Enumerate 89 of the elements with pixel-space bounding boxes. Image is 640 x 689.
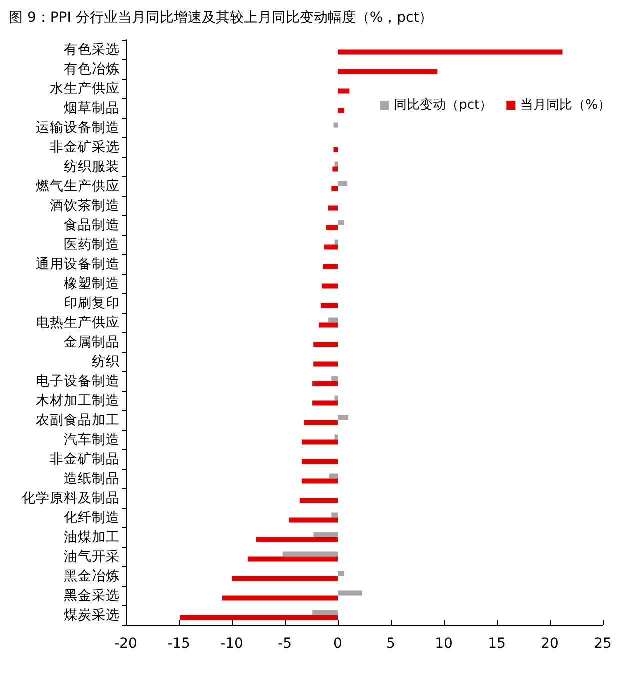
y-tick-label: 燃气生产供应 bbox=[36, 178, 120, 194]
bar bbox=[334, 147, 338, 152]
y-tick-label: 电子设备制造 bbox=[36, 373, 120, 390]
y-tick-label: 食品制造 bbox=[64, 217, 120, 234]
bar bbox=[338, 69, 438, 74]
bar bbox=[321, 303, 338, 308]
bar bbox=[312, 381, 338, 386]
bar bbox=[222, 596, 338, 601]
bar bbox=[328, 318, 338, 323]
x-tick-label: 0 bbox=[334, 636, 342, 652]
y-tick-label: 油煤加工 bbox=[64, 529, 120, 546]
y-tick-label: 化学原料及制品 bbox=[22, 490, 120, 506]
x-tick-label: -10 bbox=[220, 636, 244, 652]
bar bbox=[338, 220, 344, 226]
bar bbox=[330, 474, 338, 479]
bar bbox=[304, 420, 338, 426]
bar bbox=[318, 322, 338, 328]
y-tick-label: 有色冶炼 bbox=[64, 61, 120, 78]
y-tick-label: 金属制品 bbox=[64, 334, 120, 350]
bar bbox=[314, 342, 338, 348]
y-tick-label: 通用设备制造 bbox=[36, 256, 120, 272]
bar bbox=[289, 518, 338, 523]
bar bbox=[332, 186, 338, 192]
y-tick-label: 农副食品加工 bbox=[36, 412, 120, 428]
bar bbox=[323, 264, 338, 270]
bar bbox=[180, 615, 338, 620]
bar bbox=[334, 122, 338, 128]
bar bbox=[312, 400, 338, 406]
x-tick-label: -20 bbox=[114, 636, 138, 652]
y-tick-label: 造纸制品 bbox=[64, 470, 120, 487]
bar bbox=[300, 498, 338, 504]
bar bbox=[314, 532, 338, 538]
bar bbox=[338, 415, 349, 420]
bar bbox=[322, 284, 338, 289]
bar bbox=[338, 108, 344, 114]
y-tick-label: 汽车制造 bbox=[64, 432, 120, 448]
y-tick-label: 水生产供应 bbox=[50, 80, 120, 97]
y-tick-label: 医药制造 bbox=[64, 236, 120, 253]
y-tick-label: 运输设备制造 bbox=[36, 120, 120, 136]
legend-label: 同比变动（pct） bbox=[394, 98, 493, 113]
y-tick-label: 纺织服装 bbox=[64, 158, 120, 175]
chart-title: 图 9：PPI 分行业当月同比增速及其较上月同比变动幅度（%，pct） bbox=[9, 10, 434, 26]
x-tick-label: 15 bbox=[488, 636, 506, 652]
bar bbox=[334, 162, 338, 167]
bar bbox=[332, 512, 338, 518]
y-tick-label: 印刷复印 bbox=[64, 295, 120, 312]
bar bbox=[334, 434, 338, 440]
x-tick-label: 10 bbox=[435, 636, 453, 652]
y-tick-label: 纺织 bbox=[92, 354, 120, 370]
bar bbox=[334, 396, 338, 401]
bar bbox=[338, 50, 563, 55]
bar bbox=[302, 440, 338, 445]
bar bbox=[332, 166, 338, 172]
x-tick-label: -5 bbox=[278, 636, 292, 652]
bar bbox=[338, 181, 348, 186]
bar bbox=[334, 240, 338, 245]
bar bbox=[338, 571, 344, 576]
x-tick-label: 25 bbox=[594, 636, 612, 652]
y-tick-label: 有色采选 bbox=[64, 42, 120, 58]
bar bbox=[302, 459, 338, 464]
x-tick-label: -15 bbox=[168, 636, 190, 652]
bar bbox=[328, 206, 338, 211]
bar bbox=[248, 556, 338, 562]
y-tick-label: 化纤制造 bbox=[64, 510, 120, 526]
y-tick-label: 黑金冶炼 bbox=[64, 568, 120, 584]
y-tick-label: 木材加工制造 bbox=[36, 392, 120, 409]
bar bbox=[338, 590, 362, 596]
y-tick-label: 油气开采 bbox=[64, 548, 120, 565]
y-tick-label: 非金矿采选 bbox=[50, 139, 120, 156]
x-tick-label: 5 bbox=[386, 636, 396, 652]
y-tick-label: 烟草制品 bbox=[64, 100, 120, 116]
y-tick-label: 酒饮茶制造 bbox=[50, 198, 120, 214]
y-tick-label: 橡塑制造 bbox=[64, 276, 120, 292]
y-tick-label: 非金矿制品 bbox=[50, 451, 120, 468]
bar bbox=[302, 478, 338, 484]
y-tick-label: 电热生产供应 bbox=[36, 314, 120, 331]
x-tick-label: 20 bbox=[541, 636, 559, 652]
bar bbox=[256, 537, 338, 542]
bar bbox=[338, 88, 350, 94]
y-tick-label: 黑金采选 bbox=[64, 588, 120, 604]
bar bbox=[312, 610, 338, 616]
bar bbox=[324, 244, 338, 250]
bar bbox=[282, 552, 338, 557]
bar bbox=[232, 576, 338, 582]
bar bbox=[326, 225, 338, 230]
y-tick-label: 煤炭采选 bbox=[64, 607, 120, 624]
bar bbox=[332, 376, 338, 382]
bar bbox=[314, 362, 338, 367]
legend-label: 当月同比（%） bbox=[520, 98, 612, 113]
